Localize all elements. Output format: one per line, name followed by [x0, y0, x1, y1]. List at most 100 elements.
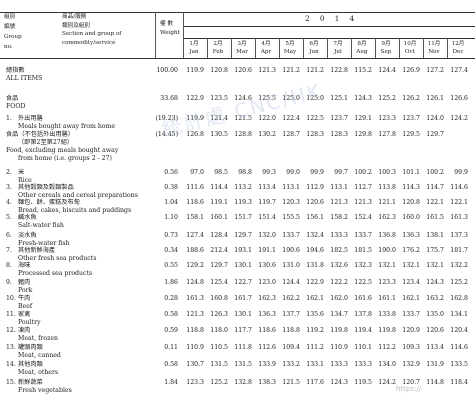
weight-value: (19.23)	[155, 115, 178, 122]
weight-value: 0.73	[164, 232, 178, 239]
index-value: 110.5	[210, 344, 228, 351]
index-value: 137.3	[450, 232, 468, 239]
index-value: 124.3	[426, 279, 444, 286]
index-value: 125.0	[282, 95, 300, 102]
index-value: 99.9	[310, 169, 324, 176]
index-value: 162.3	[258, 295, 276, 302]
month-cn-header: 6月	[309, 41, 319, 47]
index-value: 99.3	[262, 169, 276, 176]
index-value: 130.6	[258, 262, 276, 269]
index-value: 100.2	[354, 169, 372, 176]
index-value: 119.1	[210, 199, 228, 206]
month-en-header: Aug	[356, 49, 368, 55]
group-no-header: 組別	[4, 14, 16, 20]
group-number: 13.	[6, 344, 16, 351]
index-value: 119.9	[186, 67, 204, 74]
index-value: 119.4	[354, 327, 372, 334]
index-value: 122.4	[282, 115, 300, 122]
section-header: 類別及組別	[62, 22, 90, 29]
index-value: 129.8	[354, 131, 372, 138]
index-value: 181.5	[354, 247, 372, 254]
index-value: 113.4	[426, 344, 444, 351]
index-value: 101.1	[402, 169, 420, 176]
item-name-en: Food, excluding meals bought away	[6, 147, 119, 154]
index-value: 193.1	[234, 247, 252, 254]
index-value: 129.7	[426, 131, 444, 138]
month-divider	[351, 38, 352, 58]
index-value: 126.1	[426, 95, 444, 102]
index-value: 181.7	[450, 247, 468, 254]
index-value: 125.2	[450, 279, 468, 286]
weight-header: Weight	[160, 30, 180, 36]
index-value: 122.8	[330, 67, 348, 74]
group-no-header: no.	[4, 44, 13, 50]
group-number: 15.	[6, 379, 16, 386]
month-divider	[303, 38, 304, 58]
weight-value: (14.45)	[155, 131, 178, 138]
index-value: 119.8	[378, 327, 396, 334]
index-value: 114.3	[402, 184, 420, 191]
month-divider	[231, 38, 232, 58]
index-value: 129.7	[210, 262, 228, 269]
index-value: 128.8	[234, 131, 252, 138]
index-value: 121.5	[234, 115, 252, 122]
index-value: 162.2	[282, 295, 300, 302]
group-number: 8.	[6, 262, 12, 269]
index-value: 124.4	[378, 67, 396, 74]
index-value: 112.9	[306, 184, 324, 191]
index-value: 125.4	[210, 279, 228, 286]
item-name-cn: 淡水魚	[18, 232, 37, 239]
index-value: 156.1	[306, 214, 324, 221]
month-cn-header: 12月	[451, 41, 465, 47]
month-en-header: Feb	[212, 49, 224, 55]
index-value: 122.1	[426, 199, 444, 206]
index-value: 131.0	[282, 262, 300, 269]
index-value: 113.4	[258, 184, 276, 191]
month-cn-header: 5月	[285, 41, 295, 47]
index-value: 111.2	[306, 344, 324, 351]
item-name-en: Meat, others	[18, 369, 59, 376]
index-value: 111.8	[234, 344, 252, 351]
index-value: 132.1	[402, 262, 420, 269]
index-value: 136.3	[258, 311, 276, 318]
index-value: 120.4	[450, 327, 468, 334]
index-value: 118.8	[186, 327, 204, 334]
index-value: 114.6	[450, 344, 468, 351]
index-value: 129.5	[402, 131, 420, 138]
item-name-en: Processed sea products	[18, 270, 93, 277]
index-value: 127.8	[378, 131, 396, 138]
index-value: 160.1	[210, 214, 228, 221]
index-value: 133.7	[402, 311, 420, 318]
item-name-en: Pork	[18, 287, 33, 294]
index-value: 121.3	[186, 311, 204, 318]
index-value: 133.7	[282, 232, 300, 239]
index-value: 124.6	[234, 95, 252, 102]
index-value: 100.3	[378, 169, 396, 176]
item-name-cn: 凍肉	[18, 327, 31, 334]
weight-value: 0.58	[164, 311, 178, 318]
index-value: 121.3	[330, 199, 348, 206]
index-value: 128.3	[330, 131, 348, 138]
month-en-header: Oct	[405, 49, 415, 55]
year-header: 2 0 1 4	[305, 14, 359, 23]
corner-watermark: https://	[396, 385, 422, 393]
group-number: 5.	[6, 214, 12, 221]
index-value: 120.9	[402, 327, 420, 334]
index-value: 119.2	[306, 327, 324, 334]
top-rule	[0, 12, 475, 13]
index-value: 161.3	[186, 295, 204, 302]
index-value: 120.6	[426, 327, 444, 334]
index-value: 122.5	[354, 279, 372, 286]
index-value: 127.2	[426, 67, 444, 74]
index-value: 130.2	[258, 131, 276, 138]
index-value: 110.1	[354, 344, 372, 351]
index-value: 162.1	[306, 295, 324, 302]
group-number: 12.	[6, 327, 16, 334]
index-value: 132.2	[450, 262, 468, 269]
month-cn-header: 7月	[333, 41, 343, 47]
index-value: 129.2	[186, 262, 204, 269]
item-name-cn: 罐頭肉類	[18, 344, 43, 351]
month-cn-header: 2月	[213, 41, 223, 47]
month-divider	[327, 38, 328, 58]
weight-value: 0.59	[164, 327, 178, 334]
